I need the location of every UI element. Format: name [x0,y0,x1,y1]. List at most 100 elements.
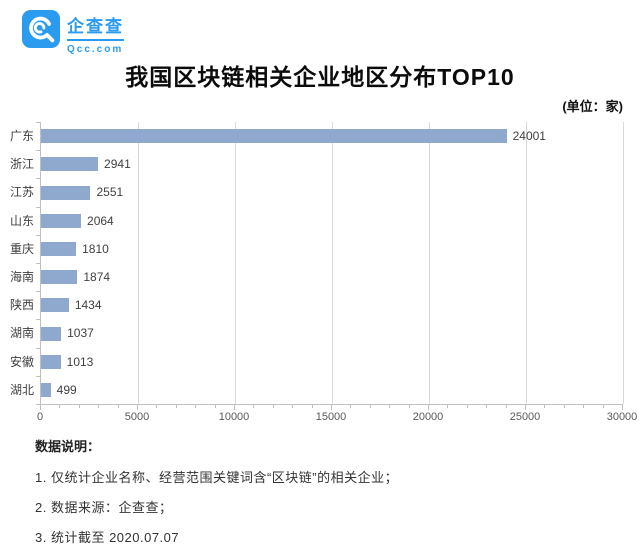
bar-value-label-海南: 1874 [83,270,111,284]
y-axis-tick [36,178,40,180]
x-tick-label-30000: 30000 [606,411,638,423]
x-axis-minor-tick [117,405,119,408]
x-tick-label-15000: 15000 [315,411,347,423]
x-tick-label-25000: 25000 [509,411,541,423]
category-label-江苏: 江苏 [9,185,34,200]
notes-line-2: 2. 数据来源：企查查； [35,500,173,515]
x-axis-minor-tick [505,405,507,408]
bar-江苏 [41,185,91,200]
category-label-海南: 海南 [9,270,34,284]
category-label-安徽: 安徽 [9,354,34,369]
x-axis-minor-tick [311,405,313,408]
category-label-陕西: 陕西 [9,298,34,313]
x-axis-minor-tick [98,405,100,408]
bar-海南 [41,270,78,285]
y-axis-tick [36,404,40,405]
gridline-20000 [429,122,430,404]
category-label-湖北: 湖北 [9,382,34,397]
bar-山东 [41,213,82,228]
gridline-5000 [138,122,139,404]
chart-title: 我国区块链相关企业地区分布TOP10 [125,64,515,90]
y-axis-tick [36,122,40,123]
x-axis-major-tick [331,405,332,410]
qcc-logo-icon [22,10,60,48]
x-axis-major-tick [40,405,41,410]
x-axis-minor-tick [563,405,565,408]
y-axis-tick [36,347,40,349]
bar-value-label-陕西: 1434 [74,298,102,313]
y-axis-tick [36,375,40,377]
x-axis-major-tick [137,405,138,410]
x-axis-minor-tick [447,405,449,408]
data-notes: 数据说明： 1. 仅统计企业名称、经营范围关键词含“区块链”的相关企业； 2. … [35,436,398,552]
category-label-湖南: 湖南 [9,326,34,341]
unit-note: (单位：家) [562,99,623,114]
gridline-25000 [526,122,527,404]
x-axis-minor-tick [59,405,61,408]
bar-陕西 [41,298,69,313]
x-axis-major-tick [622,405,623,410]
x-tick-label-10000: 10000 [218,411,250,423]
x-axis-minor-tick [544,405,546,408]
y-axis-tick [36,263,40,264]
qcc-logo-domain: Qcc.com [67,44,124,55]
x-axis-minor-tick [389,405,391,408]
x-axis-minor-tick [253,405,255,408]
bar-重庆 [41,241,77,256]
bar-value-label-安徽: 1013 [66,354,94,369]
x-axis-line [40,404,623,405]
bar-浙江 [41,157,99,172]
y-axis-tick [36,150,40,152]
x-axis-minor-tick [583,405,585,408]
bar-value-label-重庆: 1810 [82,241,109,256]
x-axis-minor-tick [214,405,216,408]
x-axis-minor-tick [195,405,197,408]
bar-chart: 24001 2941 2551 2064 1810 1874 1434 1037 1013 499… [0,122,640,427]
gridline-30000 [623,122,624,404]
category-label-浙江: 浙江 [9,157,34,172]
x-axis-minor-tick [486,405,488,408]
notes-heading: 数据说明： [35,439,101,454]
x-axis-minor-tick [602,405,604,408]
category-label-广东: 广东 [9,129,34,143]
x-axis-major-tick [525,405,526,410]
bar-湖北 [41,382,51,397]
x-axis-minor-tick [175,405,177,408]
x-axis-minor-tick [78,405,80,408]
x-tick-label-20000: 20000 [412,411,444,423]
bar-value-label-江苏: 2551 [96,185,124,200]
category-label-山东: 山东 [9,213,34,228]
x-axis-minor-tick [408,405,410,408]
x-axis-minor-tick [292,405,294,408]
x-axis-major-tick [428,405,429,410]
gridline-15000 [332,122,333,404]
qcc-logo: 企查查 Qcc.com [22,10,124,55]
bar-value-label-湖北: 499 [56,382,77,397]
bar-value-label-广东: 24001 [512,129,546,143]
qcc-logo-text: 企查查 Qcc.com [67,10,124,55]
y-axis-tick [36,319,40,321]
notes-line-3: 3. 统计截至 2020.07.07 [35,530,180,545]
bar-湖南 [41,326,62,341]
y-axis-tick [36,234,40,236]
x-axis-minor-tick [369,405,371,408]
qcc-logo-name: 企查查 [67,12,124,41]
bar-安徽 [41,354,61,369]
x-axis-major-tick [234,405,235,410]
bar-value-label-湖南: 1037 [67,326,94,341]
x-axis-minor-tick [466,405,468,408]
bar-广东 [41,129,507,144]
x-tick-label-0: 0 [36,411,44,423]
plot-area: 24001 2941 2551 2064 1810 1874 1434 1037 1013 499 [40,122,624,404]
bar-value-label-山东: 2064 [87,213,114,228]
notes-line-1: 1. 仅统计企业名称、经营范围关键词含“区块链”的相关企业； [35,470,399,485]
category-label-重庆: 重庆 [9,241,34,256]
y-axis-tick [36,291,40,293]
x-tick-label-5000: 5000 [124,411,150,423]
gridline-10000 [235,122,236,404]
x-axis-minor-tick [350,405,352,408]
x-axis-minor-tick [272,405,274,408]
y-axis-tick [36,206,40,208]
bar-value-label-浙江: 2941 [104,157,131,172]
